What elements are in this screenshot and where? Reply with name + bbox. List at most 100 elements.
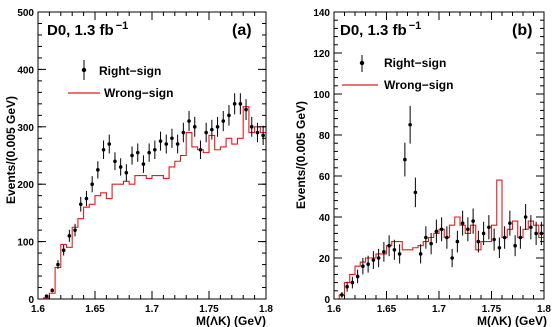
right-sign-point bbox=[534, 231, 538, 236]
right-sign-point bbox=[192, 125, 197, 129]
right-sign-point bbox=[61, 248, 66, 253]
right-sign-point bbox=[164, 142, 169, 146]
y-tick-label: 140 bbox=[313, 8, 330, 19]
right-sign-point bbox=[255, 130, 260, 135]
right-sign-point bbox=[397, 252, 402, 256]
right-sign-point bbox=[221, 119, 226, 123]
right-sign-point bbox=[445, 235, 449, 240]
right-sign-point bbox=[382, 250, 386, 254]
y-tick-label: 40 bbox=[319, 213, 331, 224]
y-tick-label: 300 bbox=[17, 123, 34, 134]
right-sign-point bbox=[387, 243, 391, 248]
right-sign-point bbox=[513, 243, 517, 248]
x-tick-label: 1.7 bbox=[432, 304, 446, 315]
right-sign-point bbox=[497, 245, 502, 250]
panel-a-plot-content bbox=[43, 93, 266, 299]
right-sign-point bbox=[135, 150, 140, 155]
x-tick-label: 1.8 bbox=[537, 304, 551, 315]
panel-a-tag: (a) bbox=[232, 22, 252, 39]
right-sign-point bbox=[124, 170, 129, 175]
panel-b-experiment-label: D0, 1.3 fb −1 bbox=[340, 20, 421, 39]
y-tick-label: 80 bbox=[319, 131, 331, 142]
legend-wrong-sign-label: Wrong−sign bbox=[384, 78, 453, 92]
right-sign-point bbox=[147, 150, 151, 155]
y-tick-label: 100 bbox=[17, 238, 34, 249]
x-tick-label: 1.6 bbox=[327, 304, 341, 315]
right-sign-point bbox=[198, 147, 203, 152]
right-sign-point bbox=[244, 107, 248, 112]
right-sign-point bbox=[403, 157, 407, 162]
y-tick-label: 500 bbox=[17, 8, 34, 19]
right-sign-point bbox=[529, 225, 533, 230]
right-sign-point bbox=[44, 294, 49, 298]
y-tick-label: 0 bbox=[324, 295, 330, 306]
x-tick-label: 1.6 bbox=[31, 304, 45, 315]
panel-a-ticks: 0 100 200 300 400 500 1.6 1.65 1.7 1.75 1.8 bbox=[17, 8, 273, 315]
right-sign-point bbox=[261, 133, 265, 138]
wrong-sign-histogram bbox=[43, 106, 266, 299]
right-sign-point bbox=[366, 262, 370, 266]
right-sign-point bbox=[518, 235, 523, 240]
right-sign-point bbox=[523, 215, 528, 219]
y-tick-label: 200 bbox=[17, 180, 34, 191]
right-sign-point bbox=[392, 248, 397, 252]
right-sign-point bbox=[355, 274, 360, 279]
right-sign-point bbox=[170, 136, 174, 141]
right-sign-point bbox=[130, 153, 134, 158]
right-sign-point bbox=[227, 113, 231, 118]
right-sign-point bbox=[101, 147, 106, 152]
y-tick-label: 0 bbox=[28, 295, 34, 306]
right-sign-point bbox=[345, 284, 349, 289]
panel-b-x-axis-title: M(ΛK) (GeV) bbox=[477, 314, 547, 327]
right-sign-point bbox=[481, 231, 486, 236]
panel-a-legend: Right−sign Wrong−sign bbox=[68, 60, 173, 100]
right-sign-point bbox=[502, 235, 507, 240]
right-sign-point bbox=[113, 159, 117, 164]
right-sign-point bbox=[175, 142, 180, 146]
panel-b-tag: (b) bbox=[512, 22, 532, 39]
right-sign-point bbox=[141, 162, 146, 166]
right-sign-point bbox=[118, 165, 123, 169]
right-sign-point bbox=[418, 252, 423, 256]
y-tick-label: 20 bbox=[319, 254, 331, 265]
right-sign-point bbox=[476, 239, 481, 244]
legend-right-sign-marker bbox=[81, 67, 87, 73]
right-sign-point bbox=[492, 237, 496, 242]
panel-b-ticks: 0 20 40 60 80 100 120 140 1.6 1.65 1.7 1.75 1.8 bbox=[313, 8, 551, 315]
panel-a: 0 100 200 300 400 500 1.6 1.65 1.7 1.75 1.8 D0, 1.… bbox=[4, 8, 273, 327]
right-sign-point bbox=[371, 258, 376, 262]
right-sign-point bbox=[429, 241, 433, 246]
right-sign-point bbox=[361, 264, 365, 269]
right-sign-point bbox=[187, 119, 191, 123]
x-tick-label: 1.75 bbox=[199, 304, 219, 315]
right-sign-point bbox=[487, 225, 491, 230]
x-tick-label: 1.8 bbox=[259, 304, 273, 315]
right-sign-point bbox=[471, 219, 475, 223]
right-sign-point bbox=[67, 234, 72, 238]
right-sign-point bbox=[350, 280, 355, 285]
right-sign-point bbox=[215, 125, 220, 129]
y-tick-label: 100 bbox=[313, 90, 330, 101]
right-sign-point bbox=[107, 142, 112, 146]
right-sign-point bbox=[376, 256, 381, 260]
panel-b-legend: Right−sign Wrong−sign bbox=[342, 55, 453, 92]
right-sign-point bbox=[439, 227, 444, 232]
x-tick-label: 1.65 bbox=[377, 304, 397, 315]
right-sign-point bbox=[50, 288, 55, 293]
right-sign-point bbox=[90, 182, 94, 186]
x-tick-label: 1.7 bbox=[145, 304, 159, 315]
legend-right-sign-label: Right−sign bbox=[384, 56, 446, 70]
right-sign-point bbox=[78, 202, 83, 207]
right-sign-point bbox=[181, 130, 186, 135]
wrong-sign-histogram bbox=[338, 179, 544, 299]
panel-a-y-axis-title: Events/(0.005 GeV) bbox=[4, 96, 18, 204]
right-sign-point bbox=[84, 196, 89, 201]
right-sign-point bbox=[96, 168, 100, 172]
right-sign-point bbox=[424, 235, 428, 240]
right-sign-point bbox=[508, 221, 512, 225]
panel-b: 0 20 40 60 80 100 120 140 1.6 1.65 1.7 1.75 1.8 D0, … bbox=[294, 8, 551, 327]
right-sign-point bbox=[408, 122, 412, 127]
right-sign-point bbox=[466, 227, 470, 232]
right-sign-point bbox=[413, 190, 418, 195]
